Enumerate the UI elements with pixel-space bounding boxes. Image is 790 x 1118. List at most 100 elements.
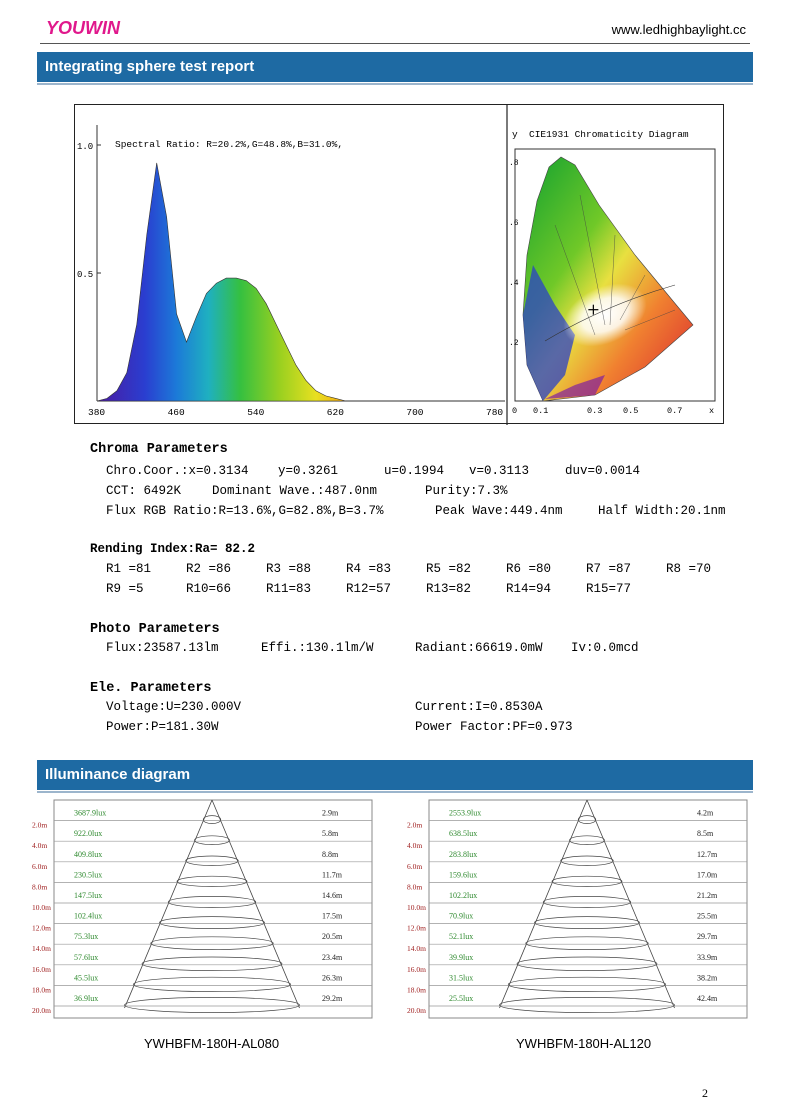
beam-diameter: 29.7m	[697, 932, 718, 941]
photo-radiant: Radiant:66619.0mW	[415, 641, 543, 655]
lux-value: 36.9lux	[74, 994, 98, 1003]
lux-value: 409.8lux	[74, 850, 102, 859]
rendering-r10: R10=66	[186, 582, 232, 596]
cie-ytick-4: .2	[509, 339, 519, 348]
rendering-r2: R2 =86	[186, 562, 232, 576]
lux-value: 230.5lux	[74, 870, 102, 879]
lux-value: 922.0lux	[74, 829, 102, 838]
lux-value: 3687.9lux	[74, 809, 106, 818]
spectrum-chart: 1.0 0.5 Spectral Ratio: R=20.2%,G=48.8%,…	[77, 105, 716, 425]
rendering-r7: R7 =87	[586, 562, 632, 576]
ele-power-factor: Power Factor:PF=0.973	[415, 720, 573, 734]
rendering-r15: R15=77	[586, 582, 632, 596]
ele-current: Current:I=0.8530A	[415, 700, 543, 714]
cie-ytick-1: .8	[509, 159, 519, 168]
beam-ring	[542, 896, 632, 908]
beam-diameter: 4.2m	[697, 809, 714, 818]
beam-diameter: 12.7m	[697, 850, 718, 859]
beam-ring	[577, 815, 597, 824]
mounting-height: 12.0m	[32, 924, 51, 933]
rendering-title: Rending Index:Ra= 82.2	[90, 542, 256, 556]
lux-value: 147.5lux	[74, 891, 102, 900]
lux-value: 638.5lux	[449, 829, 477, 838]
mounting-height: 10.0m	[32, 903, 51, 912]
chroma-coor-v: v=0.3113	[469, 464, 530, 478]
chroma-purity: Purity:7.3%	[425, 484, 508, 498]
beam-diameter: 14.6m	[322, 891, 343, 900]
rendering-r12: R12=57	[346, 582, 392, 596]
rendering-r14: R14=94	[506, 582, 552, 596]
lux-value: 75.3lux	[74, 932, 98, 941]
beam-ring	[141, 956, 283, 971]
photo-title: Photo Parameters	[90, 622, 220, 637]
brand-logo: YOUWIN	[46, 18, 120, 38]
beam-ring	[499, 997, 675, 1013]
ele-power: Power:P=181.30W	[106, 720, 219, 734]
cie-coordinate-marker	[588, 304, 599, 315]
mounting-height: 8.0m	[32, 882, 47, 891]
chroma-coor-x: Chro.Coor.:x=0.3134	[106, 464, 249, 478]
beam-diameter: 17.0m	[697, 870, 718, 879]
lux-value: 70.9lux	[449, 912, 473, 921]
beam-ring	[534, 916, 640, 929]
rendering-r9: R9 =5	[106, 582, 144, 596]
illuminance-diagram-al120: 2553.9lux 4.2m 2.0m 638.5lux 8.5m 4.0m 283.8lu…	[405, 798, 750, 1022]
spectrum-panel: 1.0 0.5 Spectral Ratio: R=20.2%,G=48.8%,…	[74, 104, 724, 425]
mounting-height: 2.0m	[32, 821, 47, 830]
mounting-height: 2.0m	[407, 821, 422, 830]
mounting-height: 6.0m	[32, 862, 47, 871]
lux-value: 52.1lux	[449, 932, 473, 941]
chroma-half-width: Half Width:20.1nm	[598, 504, 726, 518]
rendering-r8: R8 =70	[666, 562, 712, 576]
beam-ring	[132, 976, 292, 992]
beam-diameter: 23.4m	[322, 953, 343, 962]
lux-value: 2553.9lux	[449, 809, 481, 818]
beam-diameter: 17.5m	[322, 912, 343, 921]
mounting-height: 20.0m	[407, 1006, 426, 1015]
mounting-height: 4.0m	[407, 841, 422, 850]
cie-title: CIE1931 Chromaticity Diagram	[529, 129, 689, 140]
lux-value: 159.6lux	[449, 870, 477, 879]
mounting-height: 12.0m	[407, 924, 426, 933]
spectrum-curve	[96, 162, 495, 402]
cie-y-axis-label: y	[512, 129, 518, 140]
beam-diameter: 25.5m	[697, 912, 718, 921]
lux-value: 25.5lux	[449, 994, 473, 1003]
beam-diameter: 5.8m	[322, 829, 339, 838]
spectral-ratio-label: Spectral Ratio: R=20.2%,G=48.8%,B=31.0%,	[115, 139, 343, 150]
chroma-coor-u: u=0.1994	[384, 464, 445, 478]
rendering-r5: R5 =82	[426, 562, 472, 576]
cie-xtick-2: 0.1	[533, 406, 548, 416]
ele-voltage: Voltage:U=230.000V	[106, 700, 242, 714]
lux-value: 102.2lux	[449, 891, 477, 900]
beam-diameter: 38.2m	[697, 973, 718, 982]
beam-diameter: 33.9m	[697, 953, 718, 962]
beam-ring	[551, 875, 623, 887]
chroma-flux-rgb: Flux RGB Ratio:R=13.6%,G=82.8%,B=3.7%	[106, 504, 384, 518]
cie-diagram	[522, 156, 694, 402]
cie-x-axis-label: x	[709, 406, 714, 416]
chroma-cct: CCT: 6492K	[106, 484, 182, 498]
section-header-illuminance: Illuminance diagram	[37, 760, 753, 793]
rendering-r4: R4 =83	[346, 562, 392, 576]
beam-ring	[150, 936, 274, 950]
beam-diameter: 20.5m	[322, 932, 343, 941]
beam-ring	[525, 936, 649, 950]
rendering-r3: R3 =88	[266, 562, 312, 576]
chroma-coor-y: y=0.3261	[278, 464, 339, 478]
spectrum-ytick-2: 0.5	[77, 270, 93, 280]
lux-value: 39.9lux	[449, 953, 473, 962]
mounting-height: 10.0m	[407, 903, 426, 912]
page-number: 2	[702, 1086, 708, 1100]
mounting-height: 18.0m	[32, 985, 51, 994]
spectrum-xtick: 540	[247, 407, 264, 418]
beam-ring	[185, 855, 239, 866]
mounting-height: 20.0m	[32, 1006, 51, 1015]
rendering-r11: R11=83	[266, 582, 312, 596]
mounting-height: 4.0m	[32, 841, 47, 850]
beam-diameter: 29.2m	[322, 994, 343, 1003]
beam-ring	[202, 815, 222, 824]
lux-value: 45.5lux	[74, 973, 98, 982]
beam-diameter: 8.5m	[697, 829, 714, 838]
header-divider	[40, 43, 750, 44]
